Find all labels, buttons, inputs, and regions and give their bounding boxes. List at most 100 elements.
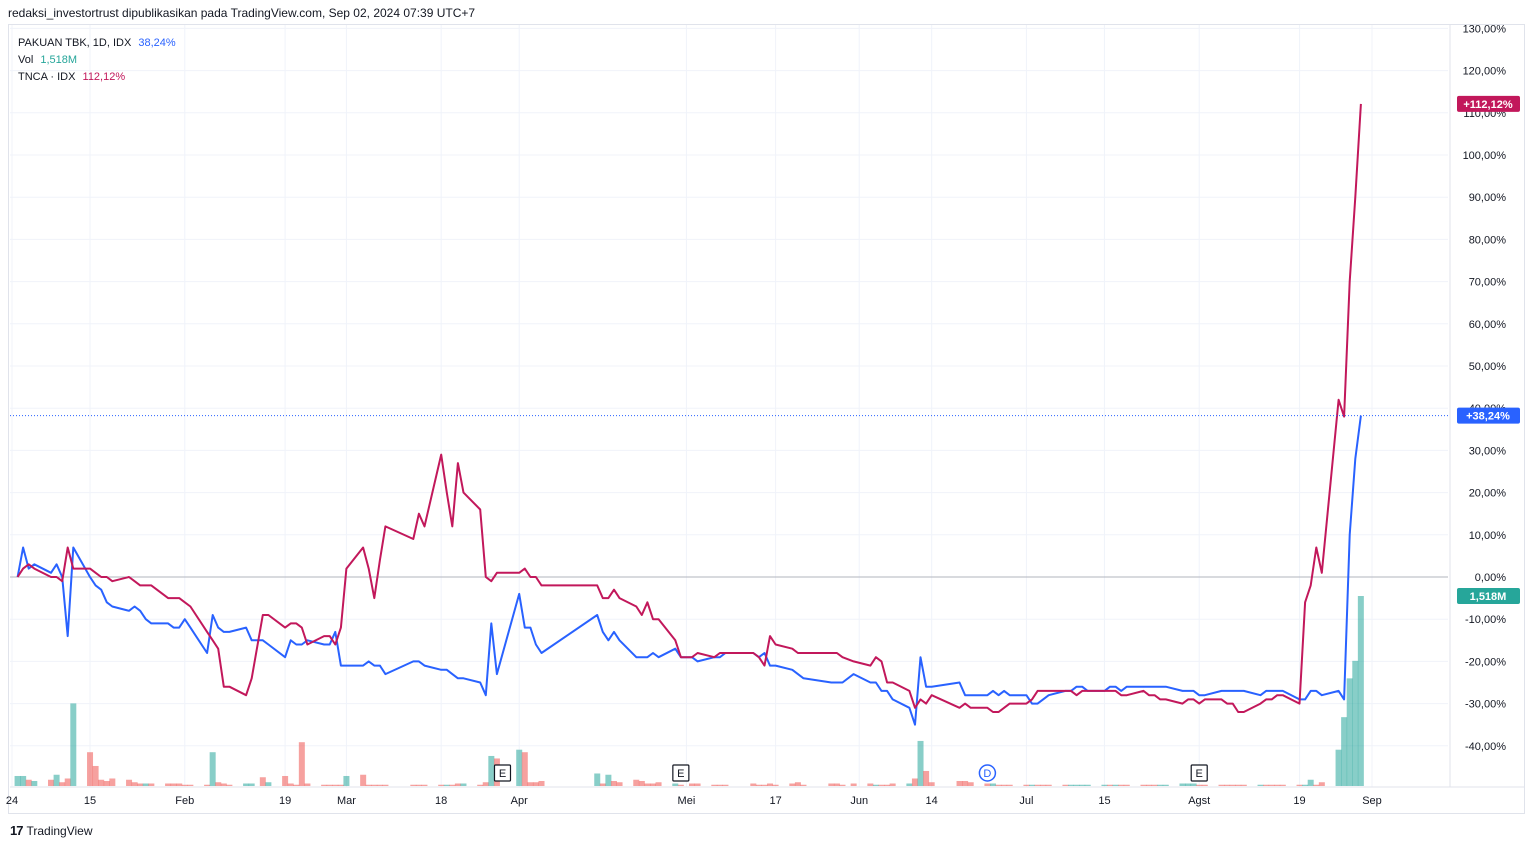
volume-bar xyxy=(1263,784,1270,786)
y-tick-label: -30,00% xyxy=(1465,699,1506,711)
volume-bar xyxy=(923,770,930,786)
volume-bar xyxy=(655,782,662,786)
x-tick-label: 14 xyxy=(926,795,938,807)
y-tick-label: -40,00% xyxy=(1465,741,1506,753)
volume-bar xyxy=(1068,784,1075,786)
volume-bar xyxy=(1218,784,1225,786)
volume-bar xyxy=(538,780,545,786)
x-tick-label: Mar xyxy=(337,795,356,807)
footer[interactable]: 17 TradingView xyxy=(10,823,93,838)
volume-bar xyxy=(243,783,250,786)
volume-bar xyxy=(477,784,484,786)
x-tick-label: Feb xyxy=(175,795,194,807)
publish-header: redaksi_investortrust dipublikasikan pad… xyxy=(8,6,476,20)
x-tick-label: Jul xyxy=(1019,795,1033,807)
y-tick-label: 60,00% xyxy=(1469,319,1507,331)
volume-bar xyxy=(755,784,762,786)
y-axis-labels: 130,00%120,00%110,00%100,00%90,00%80,00%… xyxy=(1463,23,1507,752)
legend-row-vol[interactable]: Vol 1,518M xyxy=(18,52,176,69)
volume-bar xyxy=(415,784,422,786)
volume-bar xyxy=(1296,784,1303,786)
x-tick-label: 24 xyxy=(6,795,18,807)
volume-bar xyxy=(321,784,328,786)
volume-bar xyxy=(850,783,857,786)
volume-bar xyxy=(644,783,651,786)
volume-bar xyxy=(304,783,311,786)
legend-value-tnca: 112,12% xyxy=(82,71,126,83)
volume-bar xyxy=(995,784,1002,786)
legend-label-tnca: TNCA · IDX xyxy=(18,71,76,83)
volume-bar xyxy=(382,784,389,786)
volume-bar xyxy=(131,782,138,786)
volume-bar xyxy=(689,783,695,786)
volume-bar xyxy=(59,782,66,786)
volume-bar xyxy=(1101,784,1108,786)
volume-bar xyxy=(360,774,367,786)
volume-bar xyxy=(14,775,21,786)
volume-bar xyxy=(165,783,172,786)
tradingview-logo-icon: 17 xyxy=(10,823,24,838)
y-tick-label: 90,00% xyxy=(1469,192,1507,204)
legend-label-pakuan: PAKUAN TBK, 1D, IDX xyxy=(18,37,132,49)
volume-bar xyxy=(248,783,255,786)
volume-bar xyxy=(176,783,183,786)
volume-bar xyxy=(204,784,211,786)
badge-pakuan-bg xyxy=(1457,407,1520,424)
volume-bar xyxy=(181,784,188,786)
volume-bar xyxy=(1118,784,1125,786)
earnings-marker-icon xyxy=(672,764,690,782)
volume-bar xyxy=(371,784,378,786)
volume-bar xyxy=(410,784,417,786)
chart-legend: PAKUAN TBK, 1D, IDX 38,24% Vol 1,518M TN… xyxy=(18,35,176,86)
y-tick-label: 120,00% xyxy=(1463,66,1507,78)
legend-label-vol: Vol xyxy=(18,54,34,66)
volume-bar xyxy=(25,779,32,786)
x-tick-label: Mei xyxy=(678,795,696,807)
legend-value-vol: 1,518M xyxy=(40,54,78,66)
y-tick-label: -10,00% xyxy=(1465,614,1506,626)
badge-pakuan-text: +38,24% xyxy=(1466,411,1510,423)
x-tick-label: Sep xyxy=(1362,795,1382,807)
volume-bar xyxy=(906,783,913,786)
volume-bar xyxy=(1335,749,1342,786)
legend-row-tnca[interactable]: TNCA · IDX 112,12% xyxy=(18,69,176,86)
volume-bar xyxy=(443,784,450,786)
volume-bar xyxy=(482,782,489,786)
volume-bar xyxy=(488,755,495,786)
legend-value-pakuan: 38,24% xyxy=(138,37,176,49)
volume-bar xyxy=(376,784,383,786)
volume-bar xyxy=(1302,784,1309,786)
volume-bar xyxy=(287,783,294,786)
x-tick-label: 15 xyxy=(1098,795,1110,807)
volume-bar xyxy=(884,784,891,786)
volume-bar xyxy=(343,775,350,786)
volume-bar xyxy=(672,783,679,786)
volume-bar xyxy=(716,784,723,786)
volume-bar xyxy=(917,740,924,786)
volume-bar xyxy=(1073,784,1080,786)
volume-bar xyxy=(833,783,840,786)
volume-bar xyxy=(98,779,105,786)
volume-bar xyxy=(594,773,601,786)
volume-bar xyxy=(148,783,155,786)
volume-bar xyxy=(1040,784,1047,786)
volume-bar xyxy=(616,782,623,786)
volume-bar xyxy=(928,782,935,786)
volume-bar xyxy=(1029,784,1035,786)
volume-bar xyxy=(1185,783,1192,786)
volume-bar xyxy=(649,783,656,786)
volume-bar xyxy=(1346,678,1353,786)
volume-bar xyxy=(867,783,874,786)
badge-tnca-text: +112,12% xyxy=(1463,99,1512,111)
volume-bar xyxy=(31,780,38,786)
volume-bar xyxy=(800,784,807,786)
legend-row-pakuan[interactable]: PAKUAN TBK, 1D, IDX 38,24% xyxy=(18,35,176,52)
volume-bar xyxy=(209,752,216,786)
volume-bar xyxy=(64,778,71,786)
volume-bar xyxy=(20,775,27,786)
earnings-marker-icon xyxy=(1190,764,1208,782)
y-tick-label: 70,00% xyxy=(1469,277,1507,289)
volume-bar xyxy=(1307,779,1314,786)
volume-bar xyxy=(677,784,684,786)
